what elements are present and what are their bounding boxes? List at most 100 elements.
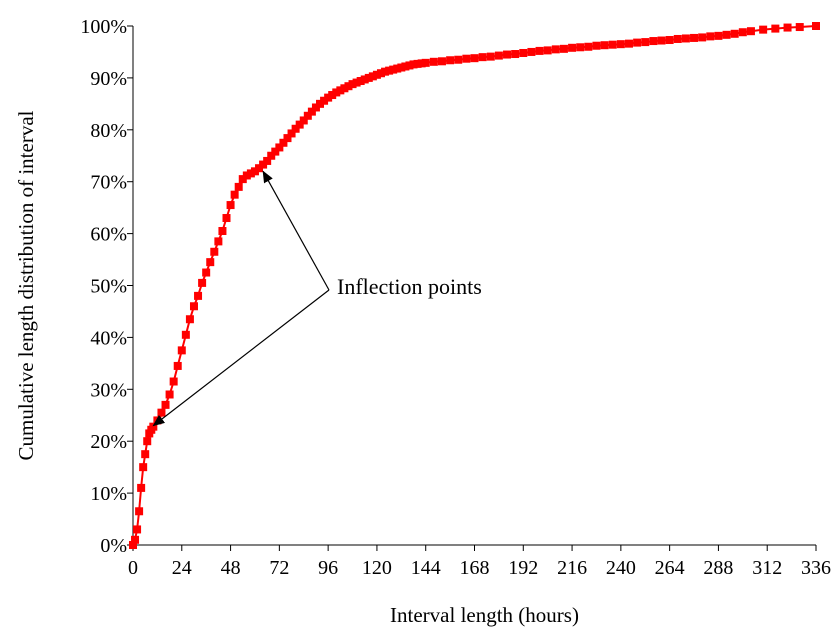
data-point: [649, 37, 658, 46]
y-tick-label: 40%: [90, 327, 127, 349]
data-point: [543, 46, 552, 55]
data-point: [137, 483, 146, 492]
y-tick-label: 90%: [90, 68, 127, 90]
data-point: [698, 33, 707, 42]
data-point: [616, 40, 625, 49]
data-point: [771, 24, 780, 33]
data-point: [271, 147, 280, 156]
data-point: [307, 107, 316, 116]
x-tick-label: 24: [172, 557, 192, 579]
data-point: [198, 278, 207, 287]
y-tick-label: 10%: [90, 483, 127, 505]
data-series: [129, 22, 820, 549]
data-point: [559, 44, 568, 53]
data-point: [633, 38, 642, 47]
data-point: [795, 23, 804, 32]
annotation-arrow: [152, 289, 330, 427]
data-point: [486, 52, 495, 61]
data-point: [149, 422, 158, 431]
data-point: [421, 58, 430, 67]
data-point: [194, 291, 203, 300]
data-point: [738, 28, 747, 37]
data-point: [177, 346, 186, 355]
x-tick-label: 216: [557, 557, 587, 579]
data-point: [511, 50, 520, 59]
x-tick-label: 192: [508, 557, 538, 579]
x-tick-label: 48: [221, 557, 241, 579]
data-point: [759, 25, 768, 34]
data-point: [462, 54, 471, 63]
data-point: [519, 48, 528, 57]
data-point: [568, 43, 577, 52]
data-point: [352, 78, 361, 87]
data-point: [189, 302, 198, 311]
data-point: [161, 400, 170, 409]
data-point: [783, 23, 792, 32]
x-tick-label: 240: [606, 557, 636, 579]
x-tick-label: 288: [703, 557, 733, 579]
data-point: [368, 72, 377, 81]
y-tick-label: 80%: [90, 120, 127, 142]
data-point: [133, 525, 142, 534]
data-point: [356, 77, 365, 86]
y-tick-label: 20%: [90, 431, 127, 453]
data-point: [454, 55, 463, 64]
data-point: [143, 437, 152, 446]
data-point: [131, 535, 140, 544]
data-point: [267, 151, 276, 160]
data-point: [139, 463, 148, 472]
data-point: [376, 69, 385, 78]
data-point: [600, 41, 609, 50]
y-tick-label: 60%: [90, 224, 127, 246]
data-point: [385, 66, 394, 75]
axes: 0% 10% 20% 30% 40% 50% 60% 70% 80% 90% 100% 0 24 48 72…: [80, 16, 831, 579]
data-point: [405, 61, 414, 70]
x-tick-label: 96: [318, 557, 338, 579]
data-point: [397, 63, 406, 72]
data-point: [413, 59, 422, 68]
annotation-arrow: [262, 170, 330, 291]
data-point: [409, 60, 418, 69]
data-point: [202, 268, 211, 277]
data-point: [181, 330, 190, 339]
data-point: [324, 93, 333, 102]
data-point: [608, 40, 617, 49]
data-point: [478, 53, 487, 62]
data-point: [185, 315, 194, 324]
x-axis-title: Interval length (hours): [390, 603, 579, 627]
data-point: [311, 103, 320, 112]
data-point: [360, 75, 369, 84]
data-point: [470, 54, 479, 63]
y-tick-label: 100%: [80, 16, 127, 38]
data-point: [576, 43, 585, 52]
y-tick-label: 50%: [90, 276, 127, 298]
data-point: [446, 56, 455, 65]
x-tick-label: 72: [269, 557, 289, 579]
y-tick-label: 30%: [90, 379, 127, 401]
data-point: [657, 36, 666, 45]
data-point: [714, 31, 723, 40]
data-point: [291, 124, 300, 133]
data-point: [348, 80, 357, 89]
data-point: [336, 86, 345, 95]
data-point: [417, 59, 426, 68]
data-point: [222, 214, 231, 223]
data-point: [173, 361, 182, 370]
data-point: [129, 541, 137, 549]
data-point: [722, 30, 731, 39]
data-point: [299, 116, 308, 125]
data-point: [535, 46, 544, 55]
data-point: [226, 201, 235, 210]
data-point: [746, 27, 755, 36]
data-point: [287, 129, 296, 138]
data-point: [275, 143, 284, 152]
data-point: [316, 99, 325, 108]
data-point: [372, 70, 381, 79]
data-point: [328, 91, 337, 100]
data-point: [279, 138, 288, 147]
y-tick-label: 0%: [100, 535, 127, 557]
data-point: [250, 167, 259, 176]
data-point: [812, 22, 820, 30]
data-point: [641, 38, 650, 47]
